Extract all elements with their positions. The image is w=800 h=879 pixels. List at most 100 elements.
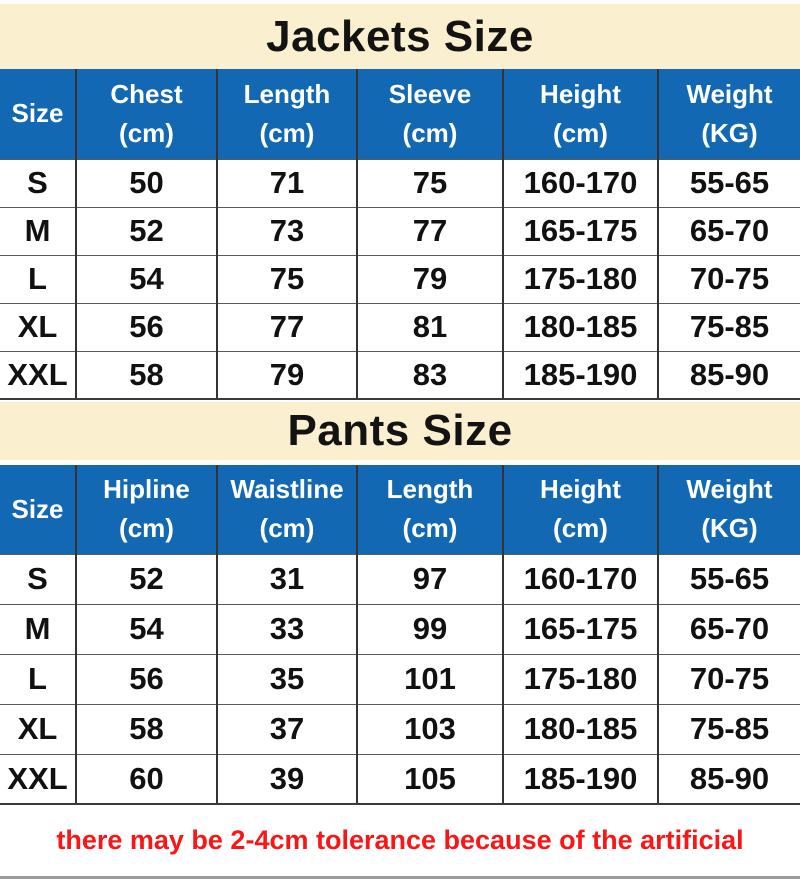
- table-cell: 75-85: [657, 302, 800, 351]
- column-label: Length: [243, 78, 331, 109]
- pants-header-row: Size Hipline (cm) Waistline (cm) Length (cm…: [0, 465, 800, 554]
- pants-col-hipline: Hipline (cm): [75, 465, 217, 554]
- column-label: Height: [540, 474, 621, 505]
- table-cell: XXL: [0, 350, 76, 400]
- table-cell: 160-170: [502, 553, 658, 604]
- table-cell: 55-65: [657, 553, 800, 604]
- table-cell: 185-190: [502, 350, 658, 400]
- table-cell: 77: [356, 206, 503, 255]
- table-cell: 55-65: [657, 158, 800, 207]
- column-unit: (cm): [553, 117, 608, 148]
- column-label: Waistline: [230, 474, 344, 505]
- table-cell: 39: [216, 753, 357, 805]
- jackets-header-row: Size Chest (cm) Length (cm) Sleeve (cm) Hei…: [0, 69, 800, 159]
- table-cell: 83: [356, 350, 503, 400]
- table-cell: S: [0, 553, 76, 604]
- column-unit: (cm): [119, 513, 174, 544]
- table-cell: 175-180: [502, 254, 658, 303]
- table-cell: 73: [216, 206, 357, 255]
- table-cell: 65-70: [657, 603, 800, 654]
- table-cell: 85-90: [657, 753, 800, 805]
- column-unit: (cm): [553, 513, 608, 544]
- table-cell: S: [0, 158, 76, 207]
- table-cell: 105: [356, 753, 503, 805]
- jackets-title: Jackets Size: [0, 4, 800, 69]
- table-cell: 75: [216, 254, 357, 303]
- table-cell: 180-185: [502, 302, 658, 351]
- table-cell: 103: [356, 703, 503, 754]
- table-cell: 180-185: [502, 703, 658, 754]
- column-unit: (KG): [701, 117, 758, 148]
- column-unit: (cm): [402, 117, 458, 148]
- table-cell: M: [0, 206, 76, 255]
- table-cell: 54: [75, 254, 217, 303]
- table-cell: 175-180: [502, 653, 658, 704]
- table-row: XXL 58 79 83 185-190 85-90: [0, 350, 800, 400]
- table-cell: 101: [356, 653, 503, 704]
- jackets-col-height: Height (cm): [502, 69, 658, 159]
- table-cell: 79: [356, 254, 503, 303]
- jackets-col-sleeve: Sleeve (cm): [356, 69, 503, 159]
- column-label: Sleeve: [388, 78, 472, 109]
- table-cell: 60: [75, 753, 217, 805]
- table-cell: XXL: [0, 753, 76, 805]
- column-label: Length: [386, 474, 474, 505]
- column-label: Weight: [686, 474, 773, 505]
- table-cell: 79: [216, 350, 357, 400]
- table-cell: L: [0, 653, 76, 704]
- table-row: S 50 71 75 160-170 55-65: [0, 158, 800, 207]
- top-margin: [0, 0, 800, 4]
- table-cell: 33: [216, 603, 357, 654]
- table-cell: 58: [75, 350, 217, 400]
- table-row: M 52 73 77 165-175 65-70: [0, 206, 800, 255]
- table-row: XL 56 77 81 180-185 75-85: [0, 302, 800, 351]
- table-cell: 50: [75, 158, 217, 207]
- table-row: M 54 33 99 165-175 65-70: [0, 603, 800, 654]
- pants-title: Pants Size: [0, 402, 800, 460]
- table-row: S 52 31 97 160-170 55-65: [0, 553, 800, 604]
- table-cell: XL: [0, 703, 76, 754]
- table-cell: 56: [75, 302, 217, 351]
- table-row: XXL 60 39 105 185-190 85-90: [0, 753, 800, 805]
- table-cell: 99: [356, 603, 503, 654]
- pants-col-waistline: Waistline (cm): [216, 465, 357, 554]
- table-cell: 165-175: [502, 603, 658, 654]
- column-label: Size: [11, 98, 64, 129]
- jackets-table: Size Chest (cm) Length (cm) Sleeve (cm) Hei…: [0, 69, 800, 400]
- table-cell: 97: [356, 553, 503, 604]
- table-cell: 65-70: [657, 206, 800, 255]
- column-label: Weight: [686, 78, 773, 109]
- column-label: Height: [540, 78, 621, 109]
- column-unit: (cm): [259, 117, 315, 148]
- table-cell: 37: [216, 703, 357, 754]
- table-cell: XL: [0, 302, 76, 351]
- column-unit: (cm): [259, 513, 315, 544]
- pants-col-weight: Weight (KG): [657, 465, 800, 554]
- pants-col-size: Size: [0, 465, 76, 554]
- table-cell: 75-85: [657, 703, 800, 754]
- column-label: Chest: [110, 78, 183, 109]
- jackets-col-size: Size: [0, 69, 76, 159]
- table-row: L 56 35 101 175-180 70-75: [0, 653, 800, 704]
- table-row: XL 58 37 103 180-185 75-85: [0, 703, 800, 754]
- table-cell: 75: [356, 158, 503, 207]
- table-cell: 77: [216, 302, 357, 351]
- table-cell: L: [0, 254, 76, 303]
- table-cell: 56: [75, 653, 217, 704]
- table-cell: 35: [216, 653, 357, 704]
- table-cell: 52: [75, 206, 217, 255]
- table-cell: 70-75: [657, 653, 800, 704]
- table-cell: M: [0, 603, 76, 654]
- table-cell: 58: [75, 703, 217, 754]
- table-cell: 185-190: [502, 753, 658, 805]
- column-unit: (cm): [402, 513, 458, 544]
- column-unit: (cm): [119, 117, 174, 148]
- jackets-col-length: Length (cm): [216, 69, 357, 159]
- tolerance-note: there may be 2-4cm tolerance because of …: [0, 805, 800, 876]
- jackets-col-weight: Weight (KG): [657, 69, 800, 159]
- pants-col-length: Length (cm): [356, 465, 503, 554]
- column-label: Hipline: [103, 474, 190, 505]
- column-unit: (KG): [701, 513, 758, 544]
- pants-col-height: Height (cm): [502, 465, 658, 554]
